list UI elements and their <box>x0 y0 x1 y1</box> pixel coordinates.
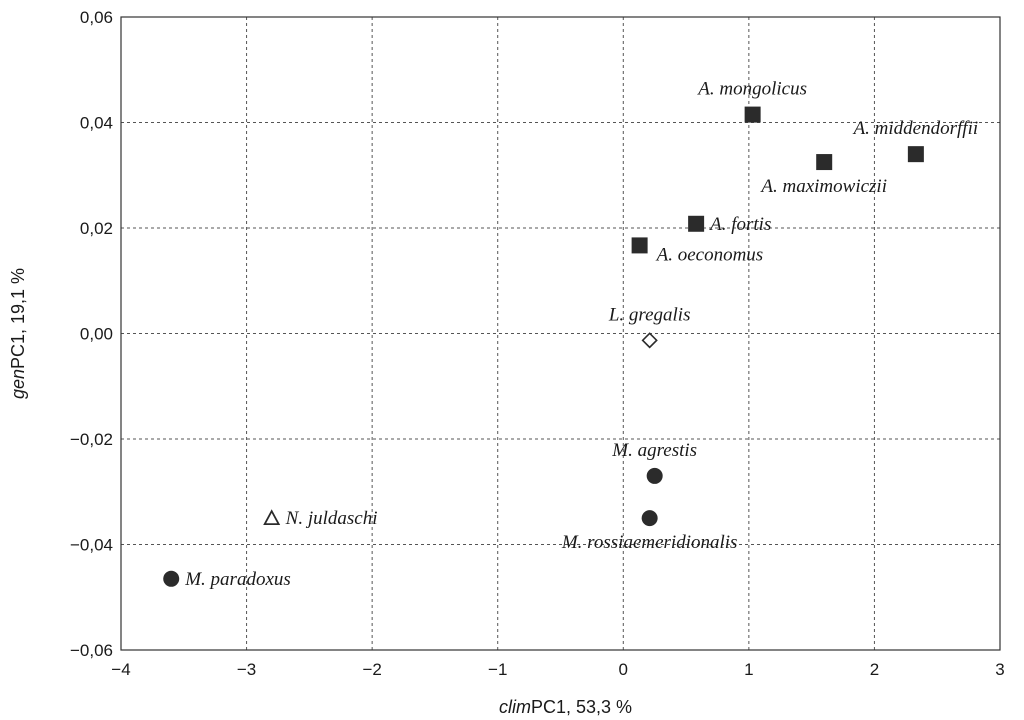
point-labels: A. mongolicus A. middendorffii A. maximowi… <box>184 79 978 590</box>
x-tick-label: 0 <box>619 660 628 679</box>
x-tick-label: 3 <box>995 660 1004 679</box>
y-axis-title-rest: PC1, 19,1 % <box>8 268 28 369</box>
y-axis-title-italic: gen <box>8 369 28 399</box>
point-m-agrestis <box>646 467 663 484</box>
x-tick-labels: −4 −3 −2 −1 0 1 2 3 <box>111 660 1004 679</box>
y-tick-label: 0,00 <box>80 325 113 344</box>
point-a-oeconomus <box>631 237 648 254</box>
point-a-middendorffii <box>907 146 924 163</box>
y-tick-label: 0,06 <box>80 8 113 27</box>
x-axis-title-italic: clim <box>499 697 531 717</box>
y-tick-labels: −0,06 −0,04 −0,02 0,00 0,02 0,04 0,06 <box>70 8 113 660</box>
point-n-juldaschi <box>263 509 281 526</box>
point-a-fortis <box>688 215 705 232</box>
y-tick-label: −0,06 <box>70 641 113 660</box>
x-tick-label: −2 <box>362 660 381 679</box>
y-tick-label: −0,04 <box>70 536 113 555</box>
x-axis-title: climPC1, 53,3 % <box>499 697 632 717</box>
point-m-paradoxus <box>163 570 180 587</box>
x-tick-label: 2 <box>870 660 879 679</box>
x-axis-title-rest: PC1, 53,3 % <box>531 697 632 717</box>
point-a-mongolicus <box>744 106 761 123</box>
x-tick-label: 1 <box>744 660 753 679</box>
data-points <box>163 106 924 587</box>
plot-frame <box>120 16 1001 651</box>
x-tick-label: −1 <box>488 660 507 679</box>
point-label-a-middendorffii: A. middendorffii <box>852 118 979 139</box>
y-tick-label: 0,02 <box>80 219 113 238</box>
point-label-l-gregalis: L. gregalis <box>608 304 691 325</box>
y-axis-title: genPC1, 19,1 % <box>8 268 28 399</box>
point-label-a-mongolicus: A. mongolicus <box>696 79 807 100</box>
point-l-gregalis <box>641 332 658 349</box>
grid-lines <box>121 17 1000 650</box>
point-m-rossiaemeridionalis <box>641 510 658 527</box>
point-label-a-oeconomus: A. oeconomus <box>655 244 764 265</box>
point-label-n-juldaschi: N. juldaschi <box>285 508 378 529</box>
x-tick-label: −3 <box>237 660 256 679</box>
point-label-a-fortis: A. fortis <box>708 214 771 235</box>
point-a-maximowiczii <box>816 154 833 171</box>
point-label-a-maximowiczii: A. maximowiczii <box>759 176 887 197</box>
y-tick-label: 0,04 <box>80 114 113 133</box>
point-label-m-paradoxus: M. paradoxus <box>184 569 291 590</box>
y-tick-label: −0,02 <box>70 430 113 449</box>
x-tick-label: −4 <box>111 660 130 679</box>
point-label-m-rossiaemeridionalis: M. rossiaemeridionalis <box>561 532 738 553</box>
point-label-m-agrestis: M. agrestis <box>611 440 697 461</box>
